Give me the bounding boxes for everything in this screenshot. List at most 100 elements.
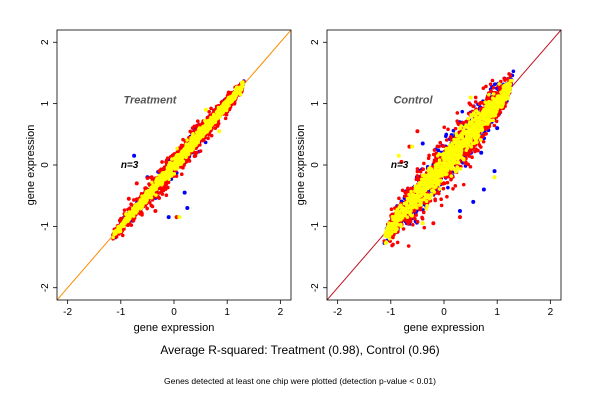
data-point [185, 146, 189, 150]
data-point [481, 139, 486, 144]
outlier-point [126, 196, 131, 201]
y-tick-label: 1 [40, 100, 51, 106]
data-point [160, 179, 164, 184]
data-point [205, 115, 210, 120]
data-point [224, 112, 229, 117]
data-point [170, 157, 174, 161]
data-point [206, 136, 210, 141]
outlier-point [132, 153, 137, 158]
data-point [494, 119, 499, 124]
data-point [455, 111, 460, 115]
outlier-point [495, 126, 500, 131]
data-point [169, 167, 174, 172]
data-point [227, 91, 231, 95]
data-point [146, 188, 150, 193]
outlier-point [185, 205, 190, 210]
data-point [185, 138, 189, 142]
data-point [201, 130, 205, 135]
data-point [223, 116, 228, 121]
data-point [239, 87, 244, 91]
data-point [477, 143, 482, 147]
data-point [174, 174, 179, 178]
data-point [150, 180, 154, 185]
data-point [470, 155, 474, 159]
data-point [160, 176, 165, 180]
data-point [233, 87, 238, 92]
data-point [197, 122, 201, 127]
data-point [492, 123, 497, 128]
data-point [211, 121, 215, 125]
data-point [145, 206, 149, 211]
data-point [142, 201, 146, 205]
x-axis-label: gene expression [134, 322, 215, 334]
data-point [488, 82, 493, 86]
data-point [185, 152, 190, 157]
data-point [415, 219, 420, 224]
outlier-point [492, 169, 497, 174]
outlier-point [193, 153, 198, 158]
data-point [432, 148, 437, 152]
data-point [389, 207, 394, 212]
data-point [157, 173, 162, 178]
data-point [401, 227, 406, 231]
data-point [497, 87, 502, 91]
data-point [209, 106, 213, 111]
data-point [129, 202, 133, 207]
data-point [418, 169, 423, 174]
outlier-point [134, 181, 139, 186]
data-point [439, 197, 443, 202]
data-point [122, 208, 127, 212]
data-point [421, 210, 426, 215]
outlier-point [124, 212, 129, 217]
data-point [468, 164, 473, 169]
data-point [446, 185, 450, 190]
outlier-point [457, 209, 462, 214]
data-point [119, 222, 124, 227]
data-point [466, 151, 470, 155]
data-point [160, 160, 164, 164]
data-point [191, 139, 195, 144]
data-point [223, 106, 228, 110]
data-point [191, 131, 195, 136]
data-point [502, 76, 506, 81]
data-point [226, 99, 231, 104]
data-point [126, 219, 130, 224]
data-point [406, 244, 411, 248]
data-point [186, 158, 191, 162]
data-point [400, 188, 405, 193]
data-point [410, 222, 415, 227]
sample-count-annotation: n=3 [121, 160, 139, 171]
data-point [157, 196, 162, 200]
data-point [240, 84, 245, 88]
y-tick-label: 2 [40, 39, 51, 45]
outlier-point [177, 215, 182, 220]
data-point [415, 169, 420, 174]
data-point [164, 170, 168, 175]
outlier-point [203, 107, 208, 112]
data-point [188, 147, 193, 151]
data-point [215, 123, 220, 127]
outlier-point [481, 187, 486, 192]
data-point [415, 174, 420, 178]
data-point [391, 242, 395, 247]
data-point [218, 111, 222, 116]
data-point [441, 186, 446, 191]
data-point [145, 176, 150, 180]
data-point [436, 148, 441, 153]
data-point [471, 104, 475, 109]
data-point [140, 213, 144, 217]
data-point [198, 149, 203, 153]
data-point [490, 78, 495, 83]
data-point [179, 157, 183, 162]
data-point [111, 235, 115, 240]
data-point [467, 101, 472, 105]
data-point [444, 138, 449, 142]
data-point [405, 186, 410, 191]
data-point [223, 102, 227, 106]
data-point [160, 192, 165, 196]
outlier-point [238, 92, 243, 97]
data-point [179, 172, 184, 177]
data-point [196, 140, 200, 145]
data-point [511, 69, 516, 74]
